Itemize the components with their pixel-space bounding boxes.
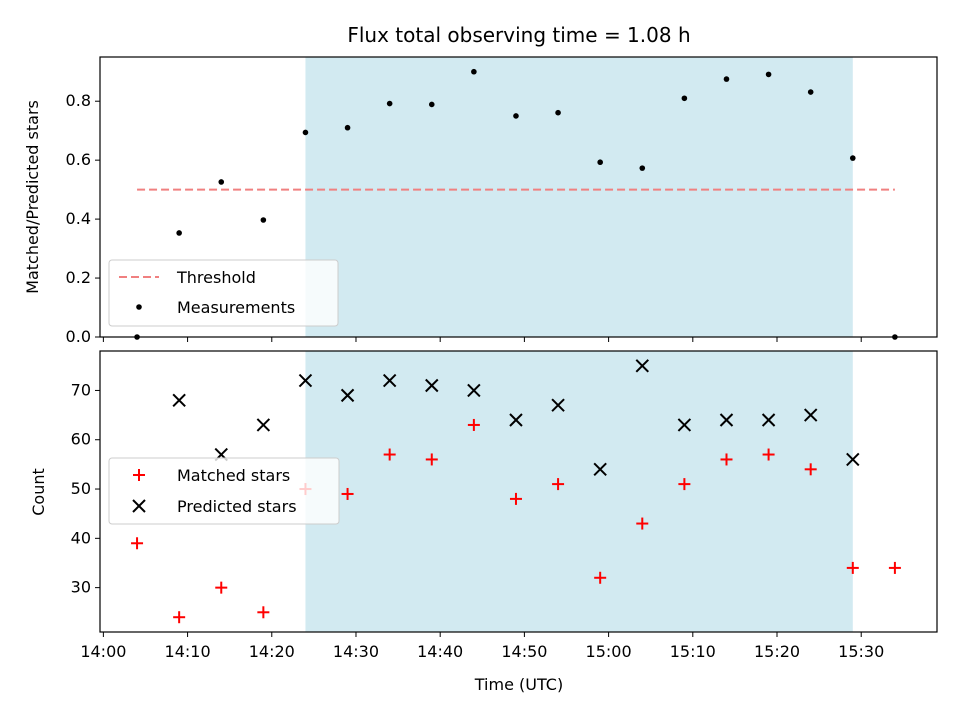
- measurement-point: [428, 101, 435, 108]
- measurement-point: [681, 95, 688, 102]
- measurement-point: [849, 155, 856, 161]
- predicted-star-point: [593, 462, 607, 477]
- measurement-point: [302, 129, 309, 136]
- x-axis-label: Time (UTC): [474, 675, 563, 694]
- measurement-point: [344, 124, 351, 131]
- x-tick-label: 15:30: [838, 642, 884, 661]
- predicted-star-point: [803, 408, 818, 422]
- matched-star-point: [720, 453, 733, 466]
- x-tick-label: 14:30: [333, 642, 379, 661]
- top-y-tick-label: 0.0: [66, 327, 91, 346]
- x-tick-label: 14:20: [249, 642, 295, 661]
- top-shaded-span: [305, 57, 853, 337]
- top-y-tick-label: 0.8: [66, 91, 91, 110]
- measurement-point: [176, 230, 182, 236]
- top-y-tick-label: 0.6: [66, 150, 91, 169]
- matched-star-point: [762, 448, 775, 461]
- x-tick-label: 15:10: [670, 642, 716, 661]
- measurement-point: [260, 217, 267, 223]
- matched-star-point: [846, 561, 859, 574]
- matched-star-point: [552, 478, 565, 491]
- bottom-legend-box: [108, 457, 340, 525]
- matched-star-point: [467, 418, 480, 431]
- measurement-point: [639, 165, 646, 171]
- bottom-plot-frame: [99, 350, 938, 633]
- matched-star-point: [425, 453, 438, 466]
- bottom-legend: Matched stars Predicted stars: [108, 457, 340, 525]
- matched-star-point: [341, 487, 354, 500]
- predicted-star-point: [425, 378, 439, 393]
- bottom-shaded-span: [305, 351, 853, 632]
- x-tick-label: 14:50: [501, 642, 547, 661]
- matched-star-point: [383, 448, 396, 461]
- measurement-point: [218, 179, 225, 185]
- x-tick-label: 14:10: [165, 642, 211, 661]
- matched-star-point: [888, 561, 901, 574]
- matched-star-point: [215, 581, 228, 594]
- legend-threshold-label: Threshold: [176, 268, 256, 287]
- matched-star-point: [804, 463, 817, 476]
- matched-star-point: [636, 517, 649, 530]
- bottom-y-tick-label: 60: [71, 430, 91, 449]
- top-legend-box: [108, 259, 339, 327]
- matched-star-point: [509, 492, 522, 505]
- predicted-star-point: [846, 452, 860, 467]
- bottom-y-tick-label: 70: [71, 380, 91, 399]
- x-tick-label: 14:40: [417, 642, 463, 661]
- top-y-axis-label: Matched/Predicted stars: [23, 100, 42, 294]
- top-y-tick-label: 0.4: [66, 209, 91, 228]
- matched-star-point: [257, 606, 270, 619]
- predicted-star-point: [719, 413, 734, 427]
- predicted-star-point: [256, 418, 271, 432]
- top-plot-frame: [99, 56, 938, 338]
- predicted-star-point: [761, 413, 776, 427]
- measurement-point: [723, 76, 730, 82]
- matched-star-point: [131, 537, 144, 550]
- bottom-panel: 30 40 50 60 70 14:00 14:10 14:20 14:30 14:40 14:5…: [29, 350, 938, 694]
- x-tick-label: 15:20: [754, 642, 800, 661]
- measurement-point: [513, 113, 519, 119]
- top-y-tick-label: 0.2: [66, 268, 91, 287]
- predicted-star-point: [635, 359, 649, 373]
- top-legend: Threshold Measurements: [108, 259, 339, 327]
- measurement-point: [765, 71, 772, 78]
- measurement-point: [807, 89, 814, 95]
- predicted-star-point: [172, 393, 186, 408]
- measurement-point: [471, 68, 477, 75]
- x-tick-label: 15:00: [586, 642, 632, 661]
- bottom-y-tick-label: 50: [71, 479, 91, 498]
- predicted-star-point: [677, 418, 692, 432]
- measurement-point: [597, 159, 603, 166]
- predicted-star-point: [340, 388, 355, 403]
- bottom-y-axis-label: Count: [29, 468, 48, 516]
- legend-matched-label: Matched stars: [177, 466, 290, 485]
- matched-star-point: [594, 571, 607, 584]
- predicted-star-point: [467, 383, 481, 398]
- measurement-point: [555, 109, 561, 116]
- legend-predicted-label: Predicted stars: [177, 497, 297, 516]
- x-tick-label: 14:00: [80, 642, 126, 661]
- predicted-star-point: [509, 413, 523, 427]
- legend-matched-swatch: [133, 469, 145, 481]
- predicted-star-point: [298, 373, 313, 388]
- top-panel: 0.00.20.40.60.8 Matched/Predicted stars …: [23, 56, 938, 346]
- predicted-star-point: [382, 373, 397, 388]
- legend-predicted-swatch: [132, 499, 146, 513]
- chart-title: Flux total observing time = 1.08 h: [347, 23, 690, 47]
- legend-measurements-label: Measurements: [177, 298, 295, 317]
- legend-measurements-swatch: [136, 304, 142, 310]
- bottom-y-tick-label: 30: [71, 578, 91, 597]
- predicted-star-point: [551, 398, 565, 412]
- measurement-point: [386, 100, 393, 107]
- bottom-y-tick-label: 40: [71, 528, 91, 547]
- matched-star-point: [173, 611, 186, 624]
- matched-star-point: [678, 478, 691, 491]
